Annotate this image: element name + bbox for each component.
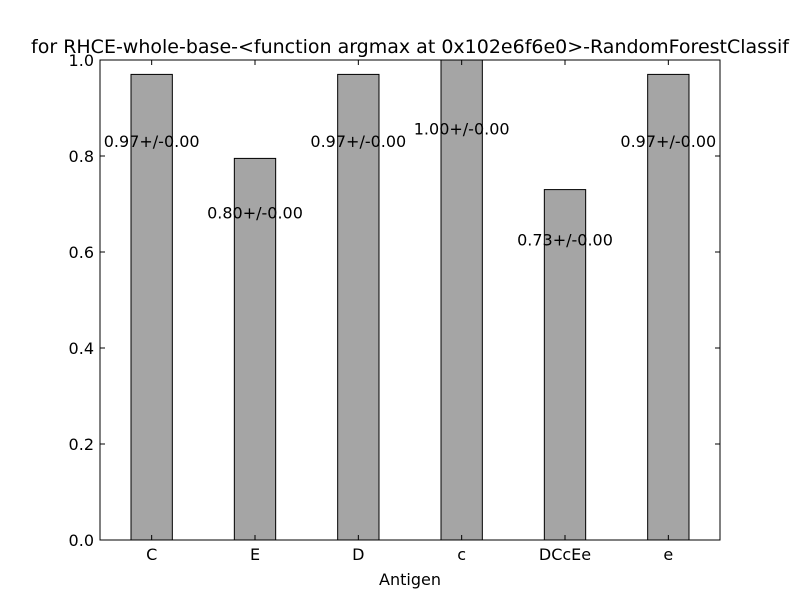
y-tick-label: 0.0 (69, 531, 94, 550)
plot-frame (99, 59, 721, 541)
x-tick-label: e (663, 545, 673, 564)
y-tick-label: 0.2 (69, 435, 94, 454)
bar-DCcEe (543, 189, 587, 541)
data-label: 0.80+/-0.00 (207, 204, 303, 223)
y-tick-label: 1.0 (69, 51, 94, 70)
chart-title: for RHCE-whole-base-<function argmax at … (31, 36, 790, 58)
bar-e (647, 73, 690, 541)
bar-C (130, 73, 173, 541)
data-label: 0.97+/-0.00 (310, 132, 406, 151)
y-axis: 0.0 0.2 0.4 0.6 0.8 1.0 (69, 51, 720, 550)
x-tick-label: E (250, 545, 260, 564)
x-tick-label: D (352, 545, 364, 564)
bar-E (233, 157, 277, 541)
x-axis-label: Antigen (379, 570, 441, 589)
x-tick-label: c (457, 545, 466, 564)
data-label: 0.73+/-0.00 (517, 230, 613, 249)
x-tick-label: C (146, 545, 157, 564)
bar-c (440, 59, 483, 541)
data-labels: 0.97+/-0.00 0.80+/-0.00 0.97+/-0.00 1.00+/-… (104, 120, 716, 250)
data-label: 0.97+/-0.00 (104, 132, 200, 151)
y-tick-label: 0.6 (69, 243, 94, 262)
bars-group (130, 59, 690, 541)
x-tick-label: DCcEe (539, 545, 591, 564)
y-tick-label: 0.8 (69, 147, 94, 166)
data-label: 0.97+/-0.00 (620, 132, 716, 151)
bar-D (337, 73, 380, 541)
y-tick-label: 0.4 (69, 339, 94, 358)
data-label: 1.00+/-0.00 (414, 120, 510, 139)
